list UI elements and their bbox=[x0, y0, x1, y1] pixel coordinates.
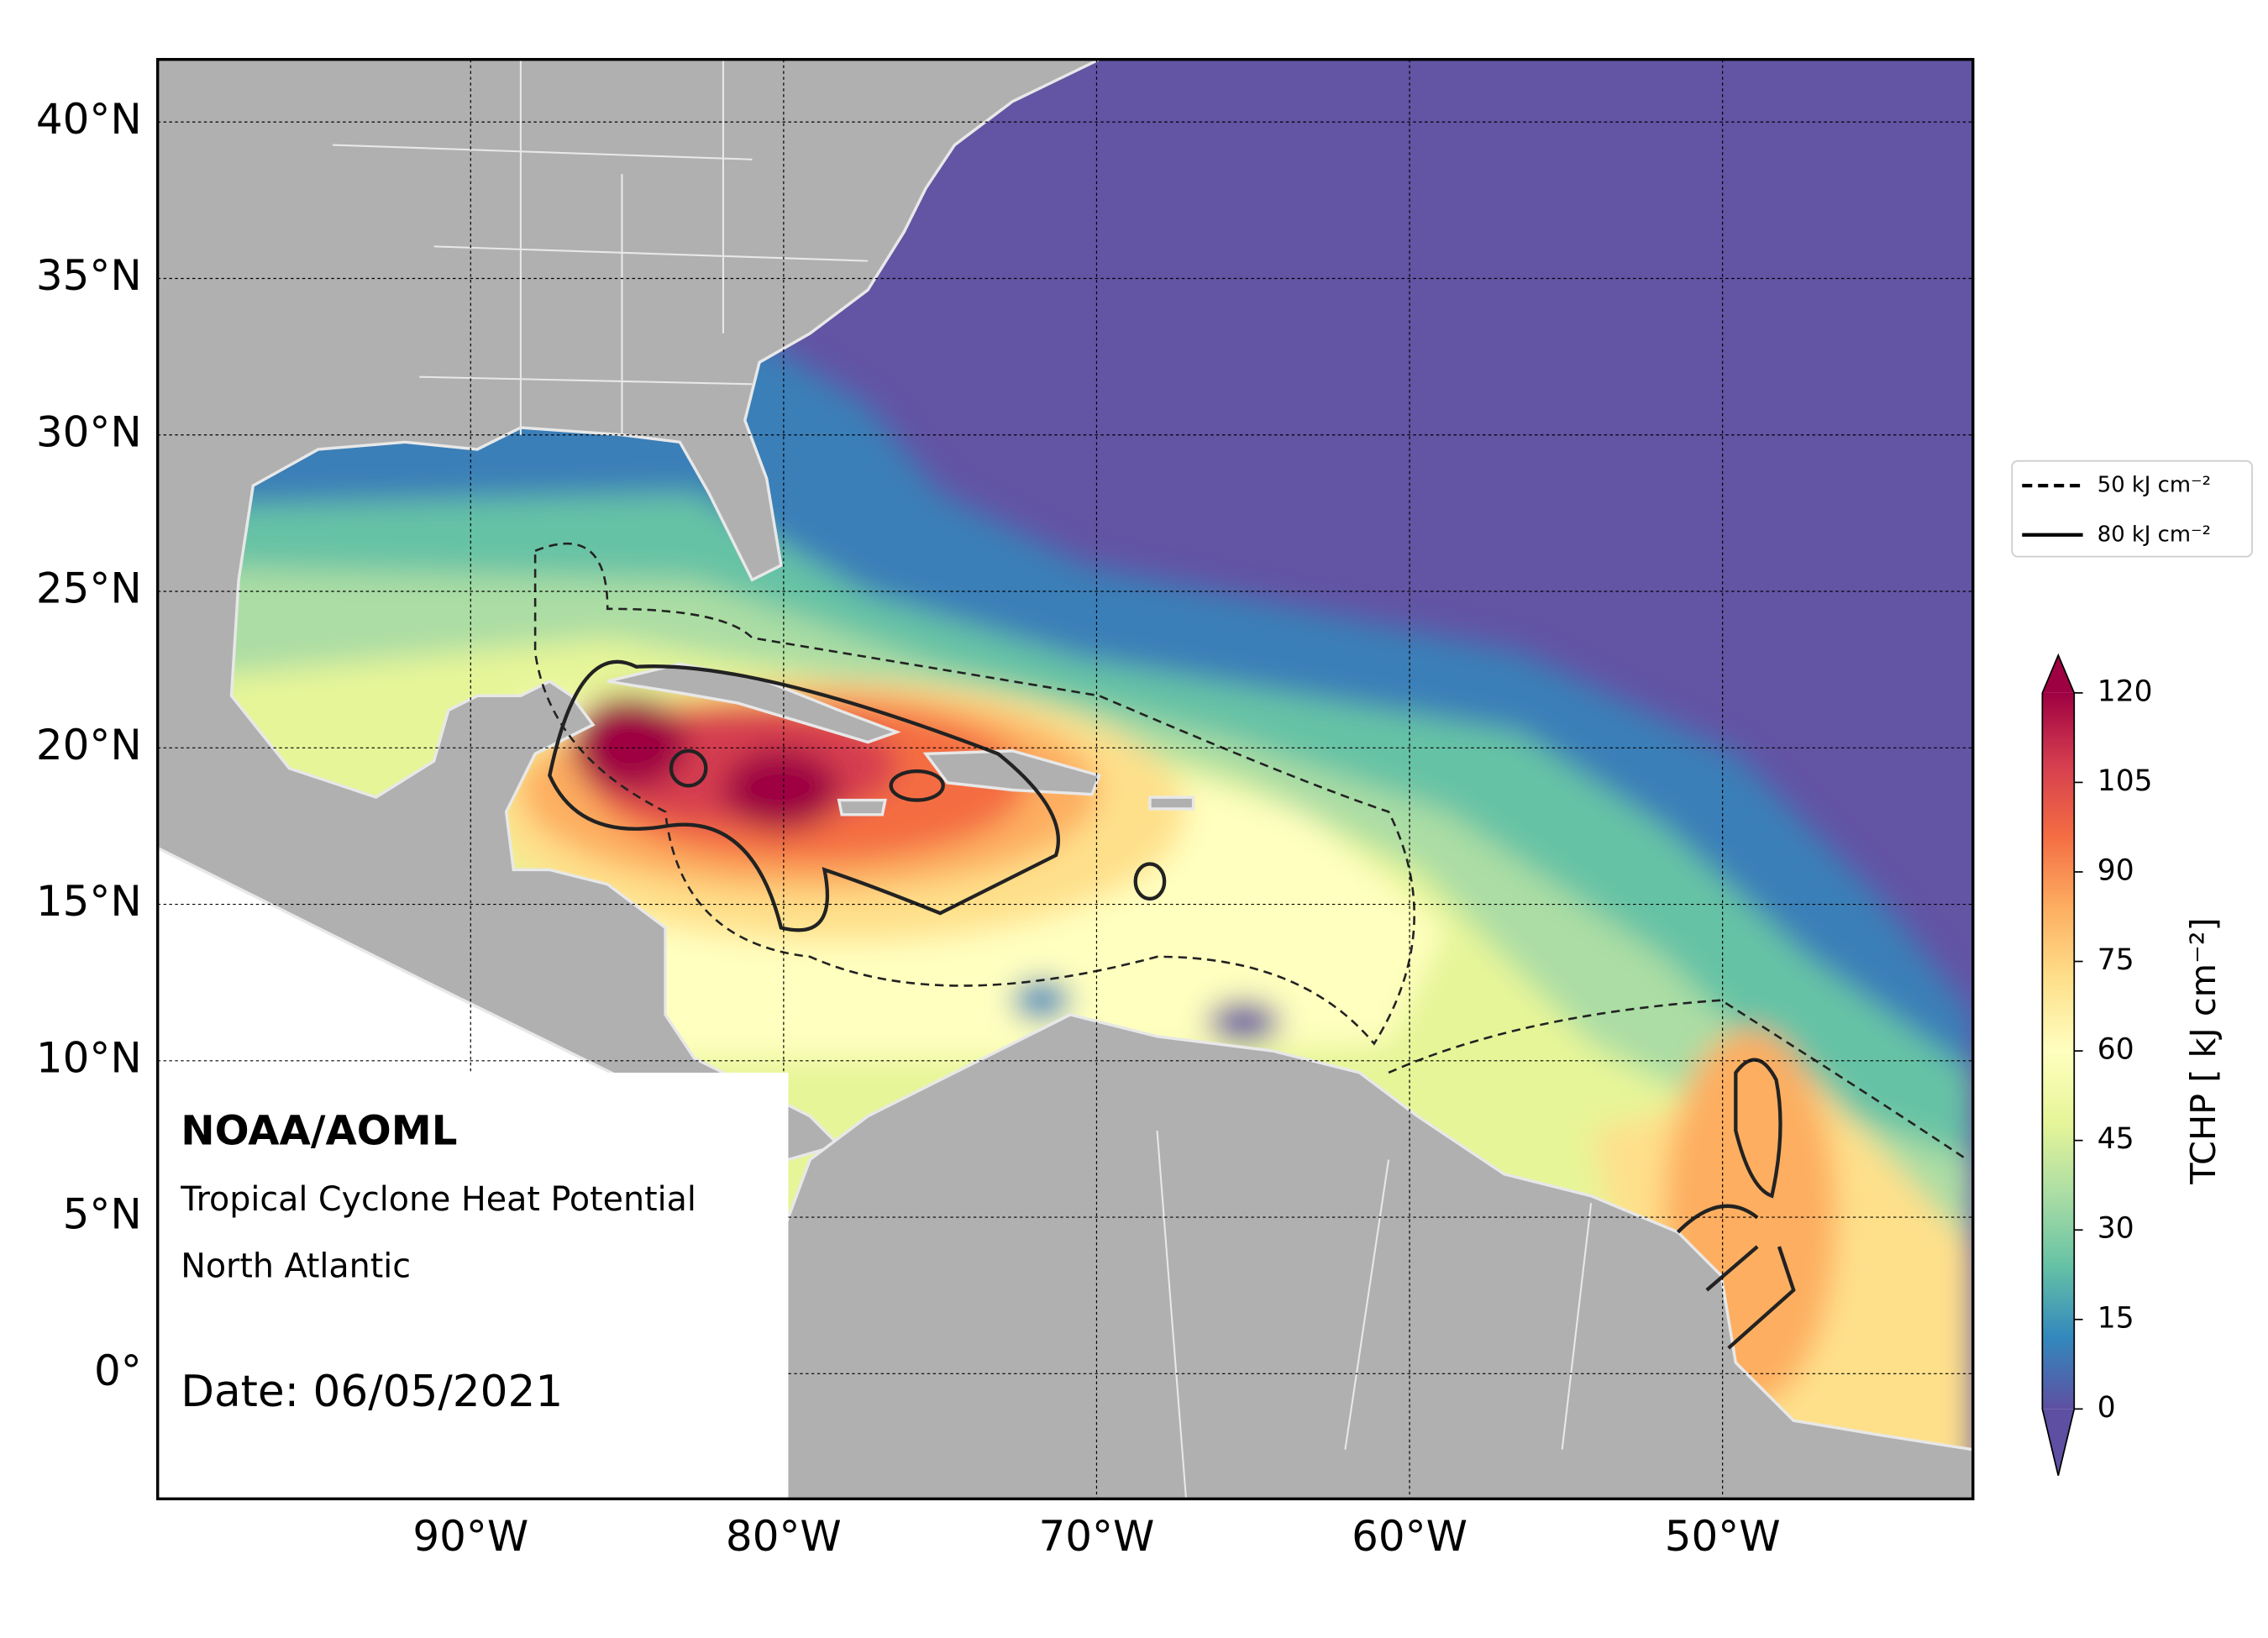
y-tick-label: 30°N bbox=[36, 407, 142, 456]
colorbar-extend-top bbox=[2042, 655, 2075, 693]
colorbar-tick-label: 45 bbox=[2097, 1122, 2134, 1156]
x-tick-label: 90°W bbox=[412, 1512, 528, 1561]
y-tick-label: 10°N bbox=[36, 1033, 142, 1082]
colorbar-scale bbox=[2042, 692, 2075, 1410]
map-frame bbox=[155, 58, 1975, 1501]
x-tick-label: 60°W bbox=[1352, 1512, 1467, 1561]
date: Date: 06/05/2021 bbox=[181, 1367, 563, 1417]
colorbar-tick-label: 15 bbox=[2097, 1301, 2134, 1335]
agency: NOAA/AOML bbox=[181, 1107, 457, 1154]
contours bbox=[533, 542, 1968, 1350]
x-tick-label: 70°W bbox=[1039, 1512, 1155, 1561]
x-tick-label: 50°W bbox=[1665, 1512, 1781, 1561]
colorbar-tick-label: 75 bbox=[2097, 943, 2134, 977]
colorbar-tick-label: 30 bbox=[2097, 1212, 2134, 1246]
y-tick-label: 5°N bbox=[63, 1190, 142, 1239]
colorbar-tick-label: 0 bbox=[2097, 1391, 2116, 1425]
y-tick-label: 0° bbox=[94, 1347, 142, 1395]
land bbox=[157, 59, 1973, 1499]
y-tick-label: 25°N bbox=[36, 564, 142, 612]
info-box bbox=[157, 1072, 789, 1499]
y-tick-label: 20°N bbox=[36, 721, 142, 769]
legend-label: 50 kJ cm⁻² bbox=[2097, 473, 2211, 498]
colorbar-extend-bottom bbox=[2042, 1409, 2075, 1476]
y-tick-label: 15°N bbox=[36, 877, 142, 926]
y-tick-label: 35°N bbox=[36, 251, 142, 300]
x-tick-label: 80°W bbox=[726, 1512, 842, 1561]
colorbar: 0 15 30 45 60 75 90 105 120 TCHP [ kJ cm⁻²] bbox=[2041, 653, 2223, 1476]
colorbar-tick-label: 60 bbox=[2097, 1033, 2134, 1067]
legend-label: 80 kJ cm⁻² bbox=[2097, 522, 2211, 547]
y-tick-label: 40°N bbox=[36, 95, 142, 144]
colorbar-tick-label: 90 bbox=[2097, 853, 2134, 887]
region: North Atlantic bbox=[181, 1247, 411, 1285]
colorbar-tick-label: 105 bbox=[2097, 764, 2153, 798]
colorbar-label: TCHP [ kJ cm⁻²] bbox=[2183, 917, 2223, 1184]
colorbar-tick-label: 120 bbox=[2097, 675, 2153, 708]
legend: 50 kJ cm⁻² 80 kJ cm⁻² bbox=[2011, 459, 2253, 558]
product: Tropical Cyclone Heat Potential bbox=[180, 1180, 696, 1219]
